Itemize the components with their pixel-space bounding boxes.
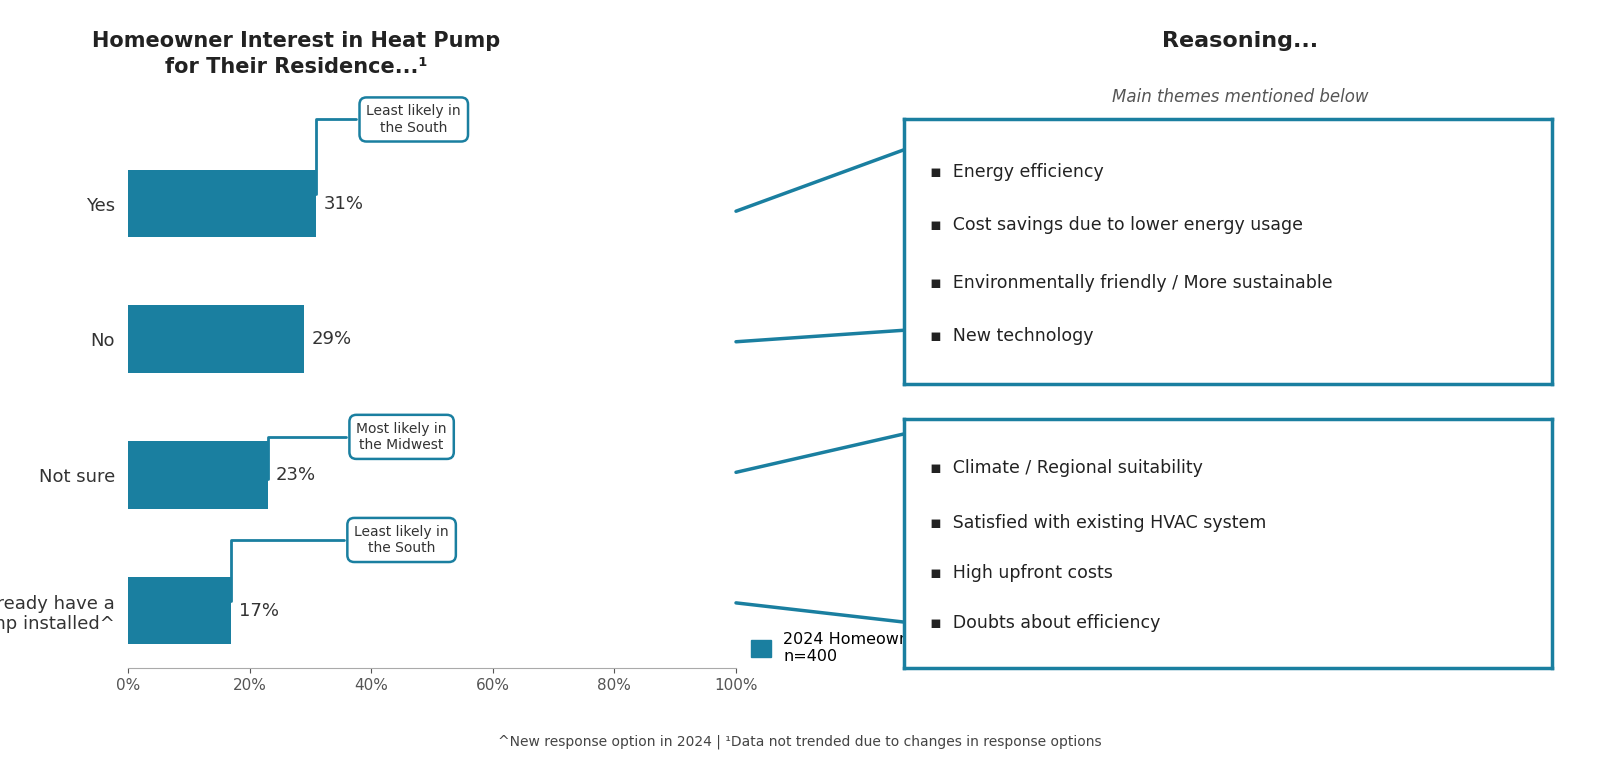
Text: Least likely in
the South: Least likely in the South (317, 104, 461, 194)
Bar (128, 170, 317, 237)
Text: ▪  Satisfied with existing HVAC system: ▪ Satisfied with existing HVAC system (930, 515, 1266, 532)
Bar (128, 306, 304, 373)
Text: ▪  High upfront costs: ▪ High upfront costs (930, 564, 1112, 582)
Text: ▪  Climate / Regional suitability: ▪ Climate / Regional suitability (930, 459, 1203, 478)
Text: ▪  New technology: ▪ New technology (930, 327, 1093, 346)
Text: ▪  Energy efficiency: ▪ Energy efficiency (930, 163, 1104, 181)
Text: 29%: 29% (312, 330, 352, 348)
Text: Most likely in
the Midwest: Most likely in the Midwest (267, 422, 446, 479)
Legend: 2024 Homeowners
n=400: 2024 Homeowners n=400 (746, 625, 941, 670)
Text: Reasoning...: Reasoning... (1162, 31, 1318, 51)
Text: ^New response option in 2024 | ¹Data not trended due to changes in response opti: ^New response option in 2024 | ¹Data not… (498, 734, 1102, 749)
Text: Least likely in
the South: Least likely in the South (232, 525, 450, 601)
Text: 31%: 31% (323, 194, 363, 213)
Text: Main themes mentioned below: Main themes mentioned below (1112, 88, 1368, 106)
Text: 17%: 17% (238, 601, 278, 620)
Text: ▪  Doubts about efficiency: ▪ Doubts about efficiency (930, 614, 1160, 632)
Text: 23%: 23% (275, 466, 315, 484)
Text: Homeowner Interest in Heat Pump
for Their Residence...¹: Homeowner Interest in Heat Pump for Thei… (91, 31, 501, 77)
Text: ▪  Cost savings due to lower energy usage: ▪ Cost savings due to lower energy usage (930, 216, 1302, 234)
Bar (128, 577, 232, 644)
Bar (128, 441, 267, 508)
Text: ▪  Environmentally friendly / More sustainable: ▪ Environmentally friendly / More sustai… (930, 274, 1333, 293)
